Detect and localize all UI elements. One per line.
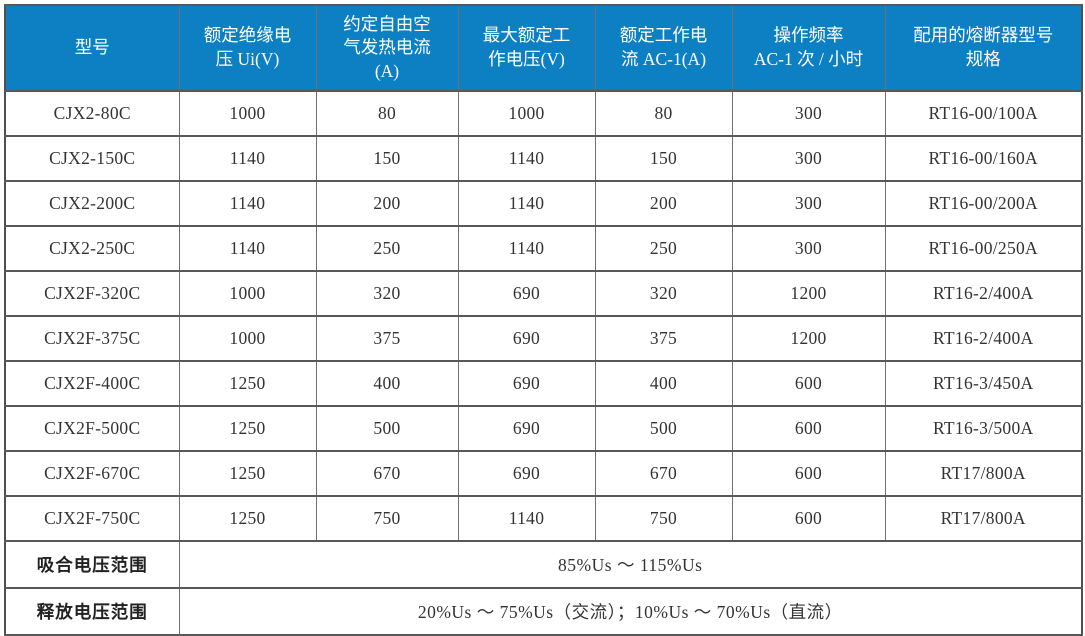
model-cell: CJX2F-400C [4, 360, 180, 407]
value-cell: 1140 [178, 135, 317, 182]
value-cell: 300 [731, 180, 886, 227]
fuse-spec-cell: RT16-3/500A [884, 405, 1083, 452]
value-cell: 1250 [178, 450, 317, 497]
model-cell: CJX2F-320C [4, 270, 180, 317]
value-cell: 1250 [178, 360, 317, 407]
model-cell: CJX2F-670C [4, 450, 180, 497]
column-header-insulation-voltage: 额定绝缘电 压 Ui(V) [178, 4, 317, 92]
table-row: CJX2-250C 1140 250 1140 250 300 RT16-00/… [4, 225, 1083, 272]
footer-row: 吸合电压范围 85%Us ～ 115%Us [4, 540, 1083, 589]
value-cell: 600 [731, 360, 886, 407]
table-row: CJX2F-750C 1250 750 1140 750 600 RT17/80… [4, 495, 1083, 542]
value-cell: 600 [731, 495, 886, 542]
value-cell: 600 [731, 405, 886, 452]
value-cell: 750 [315, 495, 459, 542]
value-cell: 500 [594, 405, 733, 452]
value-cell: 400 [315, 360, 459, 407]
value-cell: 80 [594, 90, 733, 137]
value-cell: 1000 [178, 270, 317, 317]
model-cell: CJX2-80C [4, 90, 180, 137]
value-cell: 250 [315, 225, 459, 272]
value-cell: 400 [594, 360, 733, 407]
value-cell: 670 [315, 450, 459, 497]
value-cell: 1200 [731, 270, 886, 317]
model-cell: CJX2F-500C [4, 405, 180, 452]
value-cell: 1000 [178, 315, 317, 362]
value-cell: 300 [731, 225, 886, 272]
fuse-spec-cell: RT16-2/400A [884, 270, 1083, 317]
column-header-max-working-voltage: 最大额定工 作电压(V) [457, 4, 596, 92]
column-header-model: 型号 [4, 4, 180, 92]
table-row: CJX2F-375C 1000 375 690 375 1200 RT16-2/… [4, 315, 1083, 362]
pickup-voltage-range-value: 85%Us ～ 115%Us [178, 540, 1083, 589]
value-cell: 690 [457, 315, 596, 362]
value-cell: 1140 [178, 180, 317, 227]
fuse-spec-cell: RT16-00/160A [884, 135, 1083, 182]
value-cell: 300 [731, 90, 886, 137]
model-cell: CJX2F-375C [4, 315, 180, 362]
value-cell: 1140 [457, 135, 596, 182]
value-cell: 200 [315, 180, 459, 227]
value-cell: 750 [594, 495, 733, 542]
value-cell: 200 [594, 180, 733, 227]
value-cell: 690 [457, 270, 596, 317]
fuse-spec-cell: RT17/800A [884, 495, 1083, 542]
value-cell: 375 [315, 315, 459, 362]
model-cell: CJX2-250C [4, 225, 180, 272]
fuse-spec-cell: RT16-3/450A [884, 360, 1083, 407]
value-cell: 1140 [457, 495, 596, 542]
value-cell: 1000 [457, 90, 596, 137]
value-cell: 300 [731, 135, 886, 182]
fuse-spec-cell: RT17/800A [884, 450, 1083, 497]
column-header-fuse-spec: 配用的熔断器型号 规格 [884, 4, 1083, 92]
model-cell: CJX2F-750C [4, 495, 180, 542]
value-cell: 500 [315, 405, 459, 452]
fuse-spec-cell: RT16-00/250A [884, 225, 1083, 272]
value-cell: 1140 [457, 180, 596, 227]
contactor-spec-table: 型号 额定绝缘电 压 Ui(V) 约定自由空 气发热电流 (A) 最大额定工 作… [4, 4, 1083, 636]
table-row: CJX2F-320C 1000 320 690 320 1200 RT16-2/… [4, 270, 1083, 317]
value-cell: 250 [594, 225, 733, 272]
value-cell: 670 [594, 450, 733, 497]
table-row: CJX2F-500C 1250 500 690 500 600 RT16-3/5… [4, 405, 1083, 452]
fuse-spec-cell: RT16-00/100A [884, 90, 1083, 137]
table-row: CJX2-80C 1000 80 1000 80 300 RT16-00/100… [4, 90, 1083, 137]
value-cell: 600 [731, 450, 886, 497]
pickup-voltage-range-label: 吸合电压范围 [4, 540, 180, 589]
value-cell: 1250 [178, 405, 317, 452]
value-cell: 1200 [731, 315, 886, 362]
column-header-working-current: 额定工作电 流 AC-1(A) [594, 4, 733, 92]
model-cell: CJX2-150C [4, 135, 180, 182]
spec-sheet-page: 型号 额定绝缘电 压 Ui(V) 约定自由空 气发热电流 (A) 最大额定工 作… [4, 4, 1083, 636]
table-row: CJX2-200C 1140 200 1140 200 300 RT16-00/… [4, 180, 1083, 227]
value-cell: 150 [315, 135, 459, 182]
value-cell: 375 [594, 315, 733, 362]
value-cell: 690 [457, 450, 596, 497]
table-row: CJX2F-670C 1250 670 690 670 600 RT17/800… [4, 450, 1083, 497]
column-header-thermal-current: 约定自由空 气发热电流 (A) [315, 4, 459, 92]
value-cell: 1140 [178, 225, 317, 272]
value-cell: 150 [594, 135, 733, 182]
value-cell: 1250 [178, 495, 317, 542]
value-cell: 690 [457, 360, 596, 407]
table-row: CJX2F-400C 1250 400 690 400 600 RT16-3/4… [4, 360, 1083, 407]
value-cell: 1140 [457, 225, 596, 272]
value-cell: 80 [315, 90, 459, 137]
fuse-spec-cell: RT16-00/200A [884, 180, 1083, 227]
value-cell: 1000 [178, 90, 317, 137]
value-cell: 320 [594, 270, 733, 317]
column-header-operating-frequency: 操作频率 AC-1 次 / 小时 [731, 4, 886, 92]
value-cell: 690 [457, 405, 596, 452]
header-row: 型号 额定绝缘电 压 Ui(V) 约定自由空 气发热电流 (A) 最大额定工 作… [4, 4, 1083, 92]
value-cell: 320 [315, 270, 459, 317]
fuse-spec-cell: RT16-2/400A [884, 315, 1083, 362]
table-row: CJX2-150C 1140 150 1140 150 300 RT16-00/… [4, 135, 1083, 182]
model-cell: CJX2-200C [4, 180, 180, 227]
